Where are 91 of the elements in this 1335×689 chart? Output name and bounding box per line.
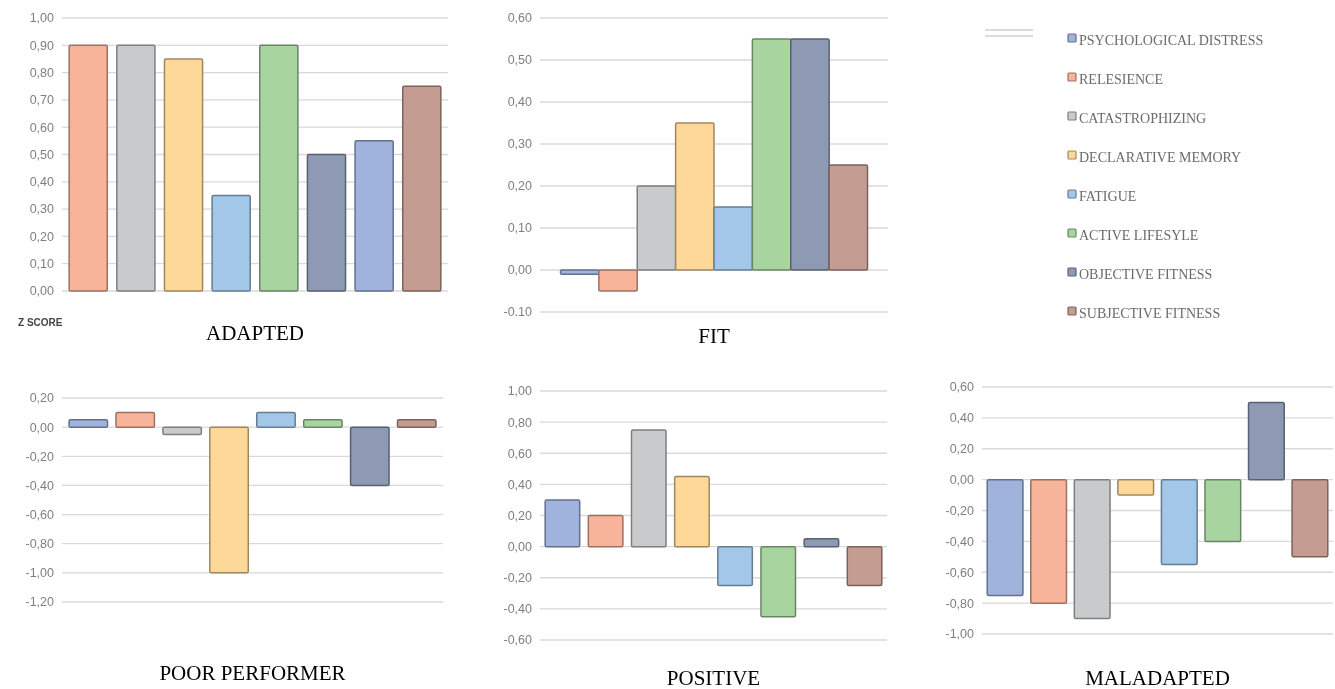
text: Z SCORE <box>18 317 63 328</box>
bar <box>349 426 390 487</box>
bar <box>790 38 830 271</box>
y-tick-label: 0,60 <box>507 11 533 26</box>
legend-label: ACTIVE LIFESYLE <box>1079 228 1199 243</box>
legend-label: CATASTROPHIZING <box>1079 111 1207 126</box>
y-tick-label: 0,00 <box>507 540 533 554</box>
bar <box>587 514 624 548</box>
y-tick-label: 0,60 <box>949 380 975 395</box>
y-tick-label: -0,20 <box>945 503 975 518</box>
y-tick-label: 1,00 <box>507 384 533 399</box>
y-tick-label: -0,60 <box>503 633 533 648</box>
y-tick-label: 0,60 <box>507 446 533 461</box>
legend-label: DECLARATIVE MEMORY <box>1079 150 1242 165</box>
bar <box>636 185 677 271</box>
y-tick-label: 0,20 <box>29 229 55 244</box>
bar <box>209 426 250 574</box>
y-tick-label: -1,00 <box>25 566 55 581</box>
y-tick-label: -1,00 <box>945 627 975 642</box>
y-tick-label: 0,40 <box>29 175 55 190</box>
y-tick-label: 0,80 <box>507 415 533 430</box>
bar <box>598 269 638 292</box>
bar <box>259 44 299 292</box>
bar <box>163 58 204 292</box>
bar <box>559 269 600 275</box>
y-tick-label: 0,00 <box>949 473 975 487</box>
y-tick-label: 0,20 <box>507 179 533 194</box>
bar <box>68 44 109 292</box>
y-tick-label: 0,10 <box>507 221 533 236</box>
bar <box>673 475 710 548</box>
y-tick-label: -0,20 <box>503 571 533 586</box>
y-tick-label: -0,40 <box>25 478 55 493</box>
bar <box>828 164 869 271</box>
y-tick-label: -0.10 <box>503 305 533 320</box>
legend-label: OBJECTIVE FITNESS <box>1079 267 1213 282</box>
legend-label: PSYCHOLOGICAL DISTRESS <box>1079 33 1264 48</box>
y-tick-label: 0,30 <box>29 202 55 217</box>
y-tick-label: 0,50 <box>29 147 55 162</box>
bar <box>401 85 442 292</box>
y-tick-label: -1,20 <box>25 595 55 610</box>
bar <box>544 499 581 548</box>
bar <box>68 419 109 428</box>
bar <box>846 545 883 587</box>
bar <box>751 38 792 271</box>
y-tick-label: -0,40 <box>503 602 533 617</box>
y-tick-label: 0,00 <box>29 420 55 435</box>
y-tick-label: 0,20 <box>949 442 975 457</box>
bar <box>396 419 437 428</box>
y-tick-label: 0,40 <box>949 411 975 426</box>
legend-label: FATIGUE <box>1079 189 1137 204</box>
y-tick-label: -0,60 <box>25 507 55 522</box>
y-tick-label: 0,10 <box>29 257 55 272</box>
y-tick-label: 0,70 <box>29 93 55 108</box>
y-tick-label: 0,90 <box>29 38 55 53</box>
bar <box>211 194 251 292</box>
y-tick-label: 0,60 <box>29 120 55 135</box>
bar <box>115 411 156 428</box>
y-tick-label: -0,80 <box>25 537 55 552</box>
bar <box>630 429 667 548</box>
y-tick-label: -0,60 <box>945 565 975 580</box>
bar <box>302 419 343 428</box>
y-tick-label: 0,00 <box>29 284 55 299</box>
legend-label: SUBJECTIVE FITNESS <box>1079 306 1221 321</box>
text: FIT <box>698 324 730 348</box>
y-tick-label: -0,40 <box>945 534 975 549</box>
y-tick-label: 0,30 <box>507 137 533 152</box>
bar <box>803 538 840 548</box>
bar <box>713 206 754 271</box>
bar <box>306 153 347 292</box>
y-tick-label: 0,80 <box>29 65 55 80</box>
y-tick-label: 0,50 <box>507 53 533 68</box>
y-tick-label: 1,00 <box>29 11 55 26</box>
y-tick-label: 0,40 <box>507 477 533 492</box>
bar <box>674 122 715 271</box>
y-tick-label: 0,20 <box>507 508 533 523</box>
y-tick-label: -0,20 <box>25 449 55 464</box>
y-tick-label: 0,40 <box>507 95 533 110</box>
text: MALADAPTED <box>1085 666 1230 689</box>
bar <box>162 426 203 436</box>
bar <box>717 545 754 587</box>
text: POSITIVE <box>666 666 761 689</box>
y-tick-label: -0,80 <box>945 596 975 611</box>
bar <box>255 411 296 428</box>
bar <box>760 545 797 618</box>
bar <box>354 140 394 292</box>
legend-label: RELESIENCE <box>1079 72 1163 87</box>
bar <box>116 44 156 292</box>
y-tick-label: 0,20 <box>29 391 55 406</box>
text: ADAPTED <box>206 321 304 345</box>
text: POOR PERFORMER <box>159 661 346 685</box>
y-tick-label: 0,00 <box>507 263 533 278</box>
